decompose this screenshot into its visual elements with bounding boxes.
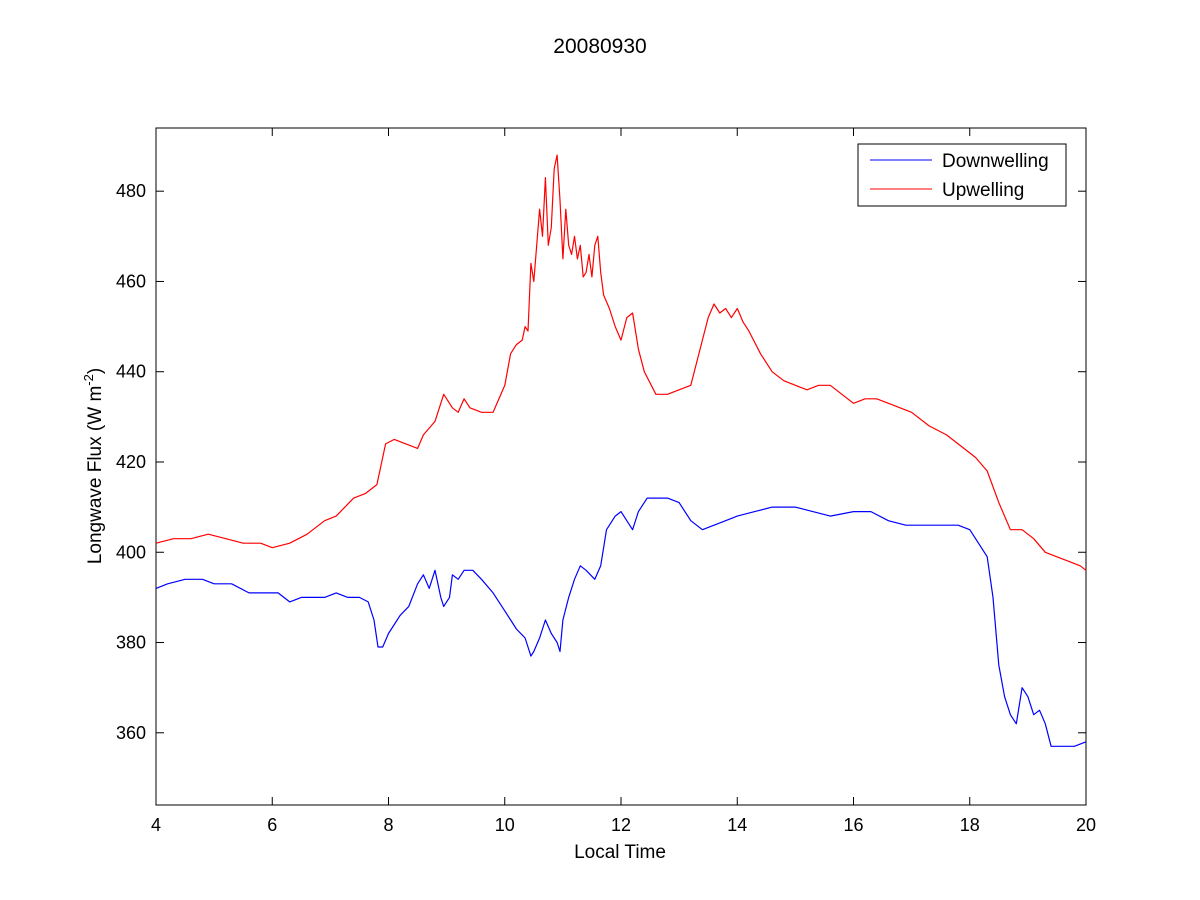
x-axis-label: Local Time (574, 842, 666, 863)
series-line-downwelling (155, 497, 1087, 747)
x-tick-label: 8 (383, 815, 393, 835)
x-tick-label: 6 (267, 815, 277, 835)
y-axis: 360 380 400 420 440 460 480 (116, 181, 1086, 743)
y-tick-label: 360 (116, 723, 146, 743)
y-axis-label-close: ) (85, 368, 106, 374)
plot-frame (155, 127, 1087, 806)
y-tick-label: 420 (116, 452, 146, 472)
chart-title: 20080930 (553, 35, 646, 58)
x-axis: 4 6 8 10 12 14 16 18 20 (151, 128, 1096, 835)
x-tick-label: 18 (960, 815, 980, 835)
x-tick-label: 12 (611, 815, 631, 835)
y-axis-label-main: Longwave Flux (W m (85, 386, 106, 564)
y-axis-label-exponent: -2 (81, 374, 96, 386)
series-line-upwelling (155, 154, 1087, 571)
x-tick-label: 14 (727, 815, 747, 835)
legend-label-downwelling: Downwelling (942, 151, 1049, 172)
legend-box (857, 143, 1067, 207)
x-tick-label: 20 (1076, 815, 1096, 835)
y-tick-label: 400 (116, 542, 146, 562)
y-tick-label: 480 (116, 181, 146, 201)
plot-area (155, 127, 1087, 806)
series-layer (155, 154, 1087, 747)
y-tick-label: 440 (116, 362, 146, 382)
legend-label-upwelling: Upwelling (942, 180, 1024, 201)
y-tick-label: 380 (116, 633, 146, 653)
legend: Downwelling Upwelling (857, 143, 1067, 207)
x-tick-label: 10 (495, 815, 515, 835)
y-axis-label: Longwave Flux (W m-2) (81, 368, 106, 564)
x-tick-label: 16 (843, 815, 863, 835)
x-tick-label: 4 (151, 815, 161, 835)
y-tick-label: 460 (116, 271, 146, 291)
